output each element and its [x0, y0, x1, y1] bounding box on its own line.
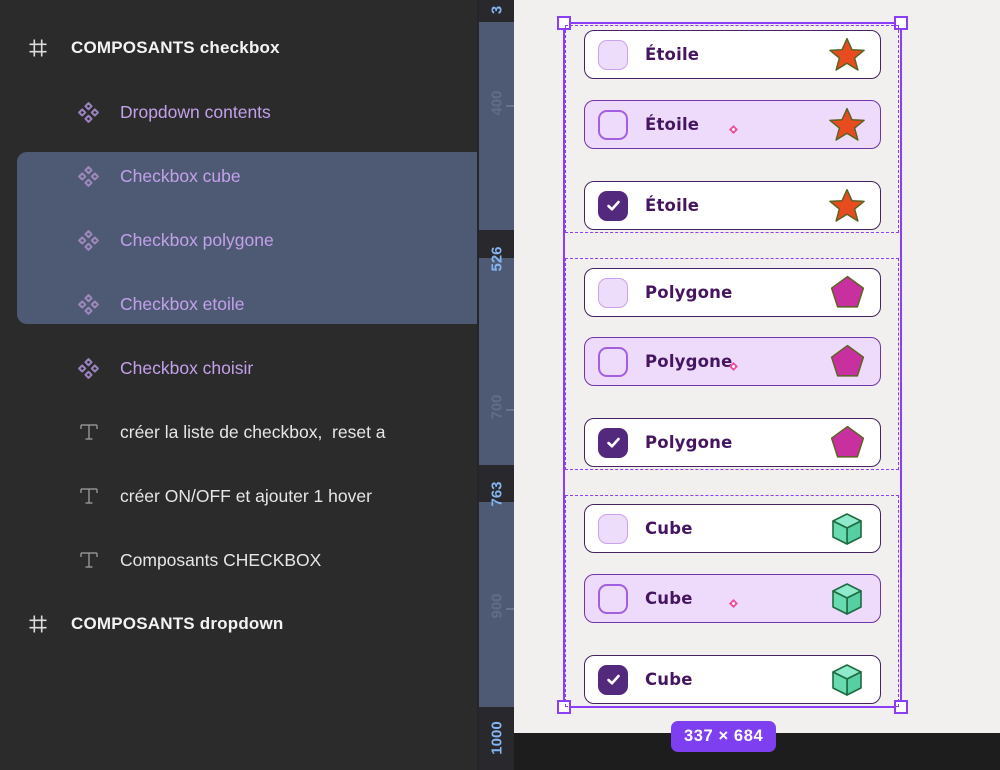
- sidebar-item-checkbox-cube[interactable]: Checkbox cube: [0, 144, 477, 208]
- sidebar-item-text-creer-onoff[interactable]: créer ON/OFF et ajouter 1 hover: [0, 464, 477, 528]
- frame-checkbox-polygone[interactable]: Polygone Polygone Polygone: [565, 258, 899, 470]
- checkbox-label: Polygone: [645, 352, 733, 371]
- ruler-tick: [506, 608, 514, 610]
- text-icon: [77, 485, 100, 508]
- checkbox-row-etoile-checked[interactable]: Étoile: [584, 181, 881, 230]
- sidebar-item-text-creer-liste[interactable]: créer la liste de checkbox, reset a: [0, 400, 477, 464]
- selection-box[interactable]: [557, 16, 908, 714]
- checkbox-checked[interactable]: [598, 427, 628, 458]
- vertical-ruler: 3 400 526 700 763 900 1000: [477, 0, 516, 770]
- checkbox-label: Polygone: [645, 433, 733, 452]
- pentagon-icon: [827, 423, 867, 463]
- star-icon: [827, 105, 867, 145]
- sidebar-item-checkbox-choisir[interactable]: Checkbox choisir: [0, 336, 477, 400]
- checkbox-label: Étoile: [645, 45, 700, 64]
- pentagon-icon: [827, 342, 867, 382]
- checkbox-label: Étoile: [645, 196, 700, 215]
- component-icon: [77, 165, 100, 188]
- component-icon: [77, 229, 100, 252]
- selection-handle-top-left[interactable]: [557, 16, 571, 30]
- sidebar-item-dropdown-contents[interactable]: Dropdown contents: [0, 80, 477, 144]
- component-icon: [77, 293, 100, 316]
- sidebar-item-composants-checkbox[interactable]: COMPOSANTS checkbox: [0, 16, 477, 80]
- frame-checkbox-etoile[interactable]: Étoile Étoile Étoile: [565, 25, 899, 233]
- sidebar-item-checkbox-polygone[interactable]: Checkbox polygone: [0, 208, 477, 272]
- ruler-mark: 1000: [488, 721, 505, 755]
- checkbox-unchecked[interactable]: [598, 513, 628, 544]
- cursor-dot-icon: [729, 362, 738, 371]
- ruler-gap: [479, 0, 516, 22]
- sidebar-item-label: COMPOSANTS dropdown: [71, 614, 284, 633]
- checkbox-unchecked-hover[interactable]: [598, 583, 628, 614]
- checkbox-row-cube-checked[interactable]: Cube: [584, 655, 881, 704]
- sidebar-item-label: Dropdown contents: [120, 101, 271, 122]
- checkbox-row-cube-default[interactable]: Cube: [584, 504, 881, 553]
- checkbox-label: Cube: [645, 519, 693, 538]
- text-icon: [77, 549, 100, 572]
- ruler-gap: [479, 465, 516, 502]
- checkbox-unchecked-hover[interactable]: [598, 346, 628, 377]
- layers-panel: COMPOSANTS checkbox Dropdown contents Ch…: [0, 0, 477, 770]
- checkbox-row-cube-hover[interactable]: Cube: [584, 574, 881, 623]
- checkbox-checked[interactable]: [598, 190, 628, 221]
- pentagon-icon: [827, 273, 867, 313]
- star-icon: [827, 35, 867, 75]
- cursor-dot-icon: [729, 125, 738, 134]
- star-icon: [827, 186, 867, 226]
- design-canvas[interactable]: Étoile Étoile Étoile: [514, 0, 1000, 733]
- ruler-mark: 763: [488, 481, 505, 507]
- selection-handle-bottom-right[interactable]: [894, 700, 908, 714]
- ruler-tick: [506, 409, 514, 411]
- text-icon: [77, 421, 100, 444]
- ruler-gap: [479, 707, 516, 770]
- checkbox-row-polygone-checked[interactable]: Polygone: [584, 418, 881, 467]
- cube-icon: [827, 509, 867, 549]
- sidebar-item-label: créer ON/OFF et ajouter 1 hover: [120, 485, 372, 506]
- sidebar-item-label: COMPOSANTS checkbox: [71, 38, 280, 57]
- sidebar-item-composants-dropdown[interactable]: COMPOSANTS dropdown: [0, 592, 477, 656]
- ruler-mark: 3: [488, 5, 505, 15]
- checkbox-label: Cube: [645, 670, 693, 689]
- cursor-dot-icon: [729, 599, 738, 608]
- checkbox-label: Étoile: [645, 115, 700, 134]
- sidebar-item-label: Checkbox etoile: [120, 293, 245, 314]
- checkbox-unchecked[interactable]: [598, 277, 628, 308]
- component-icon: [77, 357, 100, 380]
- selection-size-badge: 337 × 684: [671, 721, 777, 752]
- checkbox-row-etoile-default[interactable]: Étoile: [584, 30, 881, 79]
- frame-icon: [28, 38, 48, 58]
- sidebar-item-label: Checkbox choisir: [120, 357, 254, 378]
- ruler-mark: 700: [488, 394, 505, 420]
- component-icon: [77, 101, 100, 124]
- sidebar-item-text-composants-checkbox[interactable]: Composants CHECKBOX: [0, 528, 477, 592]
- ruler-gap: [479, 230, 516, 258]
- checkbox-label: Polygone: [645, 283, 733, 302]
- ruler-mark: 900: [488, 593, 505, 619]
- sidebar-item-label: Composants CHECKBOX: [120, 549, 322, 570]
- sidebar-item-label: créer la liste de checkbox, reset a: [120, 421, 386, 442]
- checkbox-unchecked[interactable]: [598, 39, 628, 70]
- checkbox-checked[interactable]: [598, 664, 628, 695]
- sidebar-item-label: Checkbox polygone: [120, 229, 274, 250]
- checkbox-row-etoile-hover[interactable]: Étoile: [584, 100, 881, 149]
- ruler-tick: [506, 105, 514, 107]
- sidebar-item-checkbox-etoile[interactable]: Checkbox etoile: [0, 272, 477, 336]
- checkbox-row-polygone-default[interactable]: Polygone: [584, 268, 881, 317]
- cube-icon: [827, 660, 867, 700]
- ruler-mark: 526: [488, 246, 505, 272]
- cube-icon: [827, 579, 867, 619]
- checkbox-row-polygone-hover[interactable]: Polygone: [584, 337, 881, 386]
- frame-icon: [28, 614, 48, 634]
- checkbox-label: Cube: [645, 589, 693, 608]
- sidebar-item-label: Checkbox cube: [120, 165, 241, 186]
- checkbox-unchecked-hover[interactable]: [598, 109, 628, 140]
- frame-checkbox-cube[interactable]: Cube Cube Cube: [565, 495, 899, 707]
- selection-handle-bottom-left[interactable]: [557, 700, 571, 714]
- ruler-mark: 400: [488, 90, 505, 116]
- selection-handle-top-right[interactable]: [894, 16, 908, 30]
